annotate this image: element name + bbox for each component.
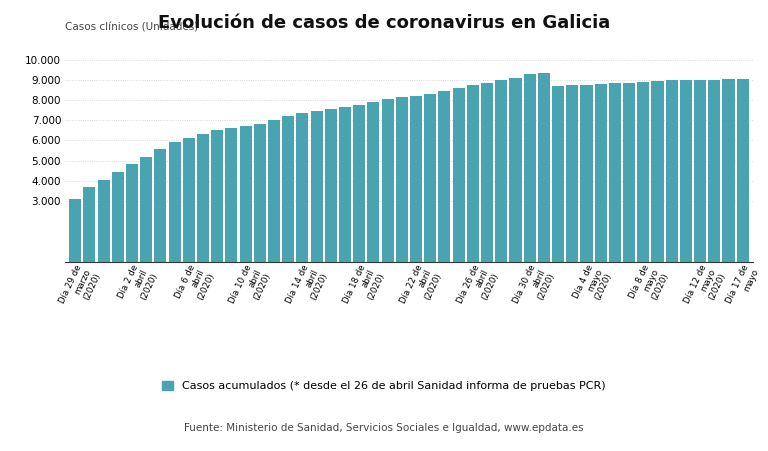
Bar <box>310 111 323 262</box>
Bar <box>112 172 124 262</box>
Bar <box>467 85 479 262</box>
Text: Casos clínicos (Unidades): Casos clínicos (Unidades) <box>65 22 199 32</box>
Bar <box>353 105 366 262</box>
Legend: Casos acumulados (* desde el 26 de abril Sanidad informa de pruebas PCR): Casos acumulados (* desde el 26 de abril… <box>162 381 606 391</box>
Bar <box>154 148 167 262</box>
Bar <box>538 73 550 262</box>
Bar <box>396 97 408 262</box>
Bar <box>452 88 465 262</box>
Bar <box>723 79 734 262</box>
Bar <box>69 199 81 262</box>
Bar <box>424 94 436 262</box>
Bar <box>737 79 749 262</box>
Bar <box>666 80 677 262</box>
Bar <box>367 102 379 262</box>
Bar <box>183 138 195 262</box>
Bar <box>98 180 110 262</box>
Bar <box>382 99 394 262</box>
Bar <box>680 80 692 262</box>
Bar <box>296 113 309 262</box>
Bar <box>225 129 237 262</box>
Bar <box>623 83 635 262</box>
Bar <box>282 116 294 262</box>
Bar <box>268 120 280 262</box>
Bar <box>141 156 152 262</box>
Bar <box>609 83 621 262</box>
Bar <box>708 80 720 262</box>
Bar <box>509 78 521 262</box>
Bar <box>524 74 536 262</box>
Bar <box>552 86 564 262</box>
Text: Fuente: Ministerio de Sanidad, Servicios Sociales e Igualdad, www.epdata.es: Fuente: Ministerio de Sanidad, Servicios… <box>184 423 584 433</box>
Bar <box>169 143 180 262</box>
Bar <box>581 85 593 262</box>
Bar <box>594 84 607 262</box>
Bar <box>339 107 351 262</box>
Bar <box>211 130 223 262</box>
Text: Evolución de casos de coronavirus en Galicia: Evolución de casos de coronavirus en Gal… <box>158 14 610 32</box>
Bar <box>694 80 706 262</box>
Bar <box>126 164 138 262</box>
Bar <box>566 85 578 262</box>
Bar <box>410 96 422 262</box>
Bar <box>253 124 266 262</box>
Bar <box>325 109 337 262</box>
Bar <box>495 80 508 262</box>
Bar <box>637 82 649 262</box>
Bar <box>197 134 209 262</box>
Bar <box>481 83 493 262</box>
Bar <box>439 91 451 262</box>
Bar <box>84 187 95 262</box>
Bar <box>651 81 664 262</box>
Bar <box>240 126 252 262</box>
